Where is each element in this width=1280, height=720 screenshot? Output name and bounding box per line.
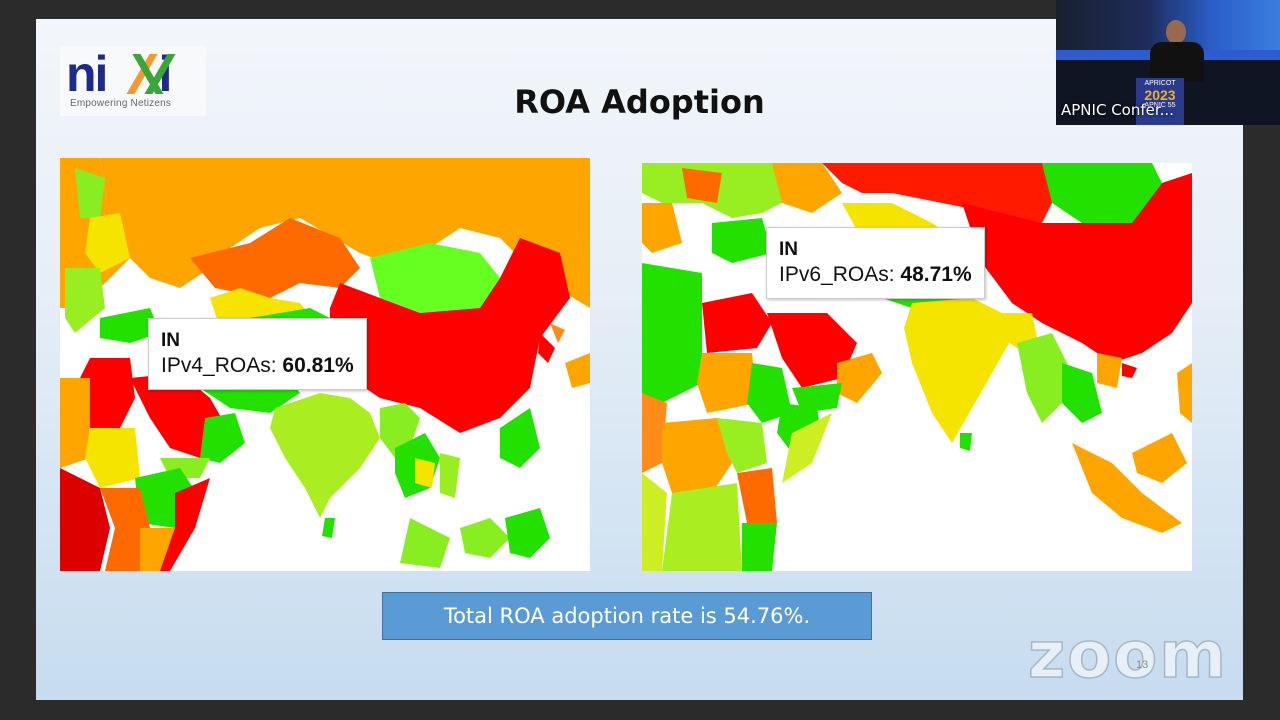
speaker-head [1166,20,1186,44]
presentation-slide: ni i Empowering Netizens ROA Adoption [36,19,1243,700]
tooltip-metric: IPv4_ROAs: 60.81% [161,353,354,379]
tooltip-country-code: IN [161,330,180,351]
zoom-watermark: zoom [1027,618,1228,694]
tooltip-metric-value: 48.71% [900,263,972,286]
podium-year: 2023 [1144,87,1176,103]
participant-name-label: APNIC Confer... [1061,101,1174,119]
tooltip-country-code: IN [779,239,798,260]
ipv6-choropleth [642,163,1192,571]
podium: APRICOT 2023 APNIC 55 [1136,78,1184,125]
tooltip-metric-label: IPv4_ROAs: [161,354,277,377]
total-adoption-banner: Total ROA adoption rate is 54.76%. [382,592,872,640]
slide-number: 13 [1136,659,1149,671]
podium-text: APRICOT [1144,80,1176,87]
podium-sub: APNIC 55 [1144,102,1176,109]
nixi-logo: ni i Empowering Netizens [60,46,206,116]
ipv6-tooltip: IN IPv6_ROAs: 48.71% [766,227,985,299]
tooltip-metric: IPv6_ROAs: 48.71% [779,262,972,288]
tooltip-metric-value: 60.81% [282,354,354,377]
slide-title: ROA Adoption [514,83,765,121]
ipv6-roa-map: IN IPv6_ROAs: 48.71% [642,163,1192,571]
logo-tagline: Empowering Netizens [70,98,172,109]
speaker-video-tile[interactable]: APRICOT 2023 APNIC 55 APNIC Confer... [1056,0,1280,125]
tooltip-metric-label: IPv6_ROAs: [779,263,895,286]
ipv4-roa-map: IN IPv4_ROAs: 60.81% [60,158,590,571]
ipv4-tooltip: IN IPv4_ROAs: 60.81% [148,318,367,390]
speaker-body [1150,42,1204,82]
